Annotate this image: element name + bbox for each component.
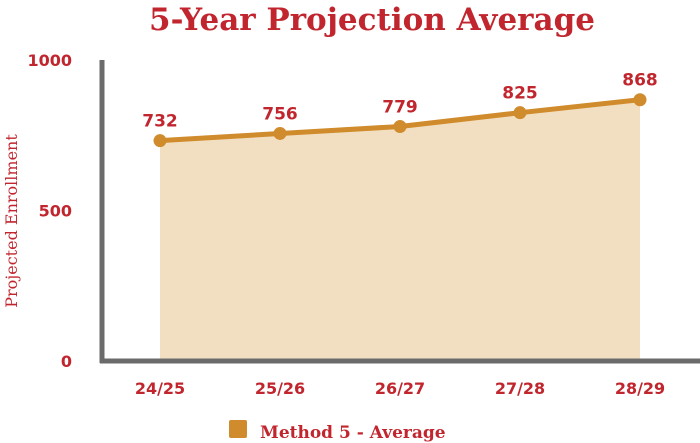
y-tick-label: 1000 [27,51,72,70]
x-tick-label: 26/27 [375,379,425,398]
x-tick-labels: 24/25 25/26 26/27 27/28 28/29 [135,379,665,398]
chart-title: 5-Year Projection Average [149,2,595,38]
y-tick-labels: 0 500 1000 [27,51,72,371]
data-label: 868 [622,71,658,91]
data-label: 825 [502,84,538,104]
data-point [513,106,527,120]
legend: Method 5 - Average [229,420,446,443]
x-tick-label: 28/29 [615,379,665,398]
y-tick-label: 0 [61,352,72,371]
data-label: 779 [382,98,418,118]
axes-layer [99,60,700,364]
area-layer [160,99,640,362]
data-point [273,126,287,140]
y-tick-label: 500 [39,202,72,221]
data-label: 756 [262,104,298,124]
legend-swatch [229,420,247,438]
x-tick-label: 25/26 [255,379,305,398]
data-point [153,134,167,148]
area-fill [160,99,640,362]
data-label-layer: 732 756 779 825 868 [142,71,658,132]
legend-label: Method 5 - Average [260,423,446,443]
data-point [633,93,647,107]
x-tick-label: 27/28 [495,379,545,398]
point-layer [153,93,647,148]
y-axis-label: Projected Enrollment [2,134,21,308]
data-point [393,120,407,134]
data-label: 732 [142,112,178,132]
x-tick-label: 24/25 [135,379,185,398]
